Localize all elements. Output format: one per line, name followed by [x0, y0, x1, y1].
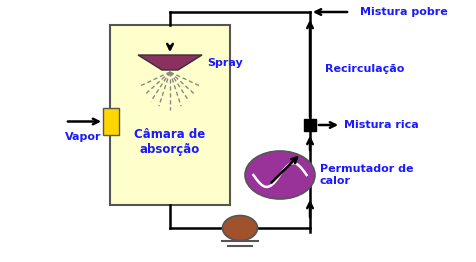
Polygon shape [138, 55, 202, 70]
Text: Mistura pobre: Mistura pobre [360, 7, 448, 17]
Text: Spray: Spray [207, 58, 243, 68]
Bar [304, 119, 316, 131]
Bar [110, 25, 230, 205]
Bar [103, 108, 119, 135]
Ellipse shape [222, 216, 258, 241]
Text: Recirculação: Recirculação [325, 63, 405, 74]
Text: Mistura rica: Mistura rica [344, 120, 419, 130]
Ellipse shape [245, 151, 315, 199]
Text: Câmara de
absorção: Câmara de absorção [134, 128, 206, 156]
Text: Permutador de
calor: Permutador de calor [320, 164, 414, 186]
Text: Vapor: Vapor [65, 133, 101, 143]
